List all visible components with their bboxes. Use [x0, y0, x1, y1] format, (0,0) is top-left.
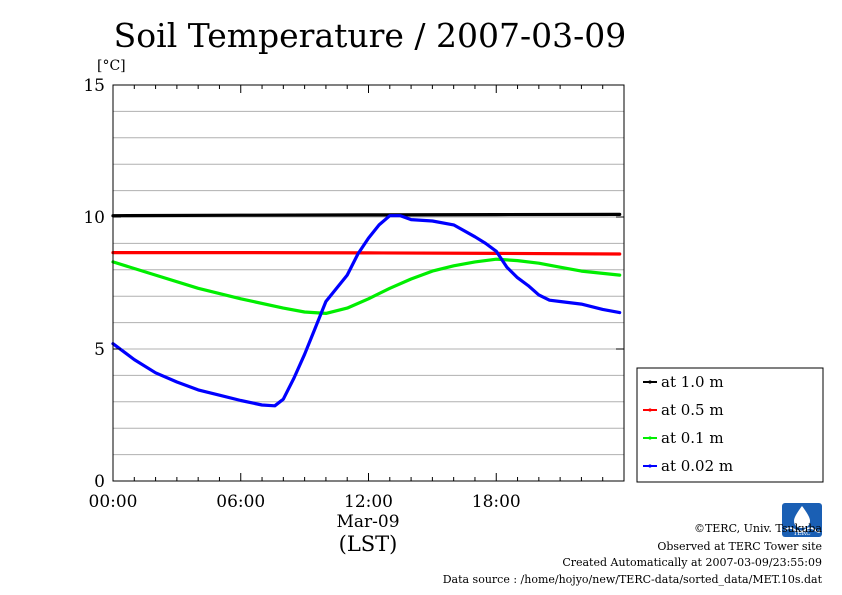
x-tick-label: 12:00	[344, 492, 393, 512]
x-axis-label: (LST)	[339, 532, 398, 556]
y-tick-label: 15	[83, 76, 105, 96]
y-axis-unit-label: [°C]	[97, 58, 126, 74]
x-tick-label: 00:00	[89, 492, 138, 512]
y-tick-label: 5	[94, 340, 105, 360]
y-tick-label: 10	[83, 208, 105, 228]
legend: at 1.0 m at 0.5 m at 0.1 m at 0.02 m	[636, 367, 824, 483]
legend-label: at 0.1 m	[661, 429, 724, 447]
legend-label: at 0.02 m	[661, 457, 733, 475]
legend-marker	[648, 464, 652, 468]
legend-label: at 1.0 m	[661, 373, 724, 391]
legend-marker	[648, 380, 652, 384]
wave-icon	[784, 527, 821, 533]
legend-label: at 0.5 m	[661, 401, 724, 419]
plot-frame	[112, 84, 625, 482]
terc-logo-text: TERC	[793, 530, 811, 537]
legend-marker	[648, 408, 652, 412]
series-line-at-0-02-m	[111, 214, 622, 408]
grid-lines	[113, 110, 624, 456]
footer-copyright: ©TERC, Univ. Tsukuba	[694, 522, 822, 535]
footer-source: Data source : /home/hojyo/new/TERC-data/…	[443, 573, 823, 586]
series-lines	[111, 212, 622, 408]
terc-logo: TERC	[782, 503, 822, 537]
series-line-at-1-0-m	[111, 212, 622, 218]
series-line-at-0-5-m	[111, 251, 622, 256]
y-tick-label: 0	[94, 472, 105, 492]
legend-box	[636, 367, 824, 483]
x-axis-ticks: 00:00 06:00 12:00 18:00	[89, 85, 625, 512]
legend-marker	[648, 436, 652, 440]
drop-icon	[794, 506, 810, 528]
y-axis-ticks: 0 5 10 15	[83, 76, 624, 492]
footer-created: Created Automatically at 2007-03-09/23:5…	[562, 556, 822, 569]
x-tick-label: 18:00	[472, 492, 521, 512]
series-line-at-0-1-m	[111, 257, 622, 315]
x-tick-label: 06:00	[216, 492, 265, 512]
chart-title: Soil Temperature / 2007-03-09	[114, 16, 627, 55]
footer-observed: Observed at TERC Tower site	[657, 540, 822, 553]
x-axis-date-label: Mar-09	[336, 512, 399, 532]
